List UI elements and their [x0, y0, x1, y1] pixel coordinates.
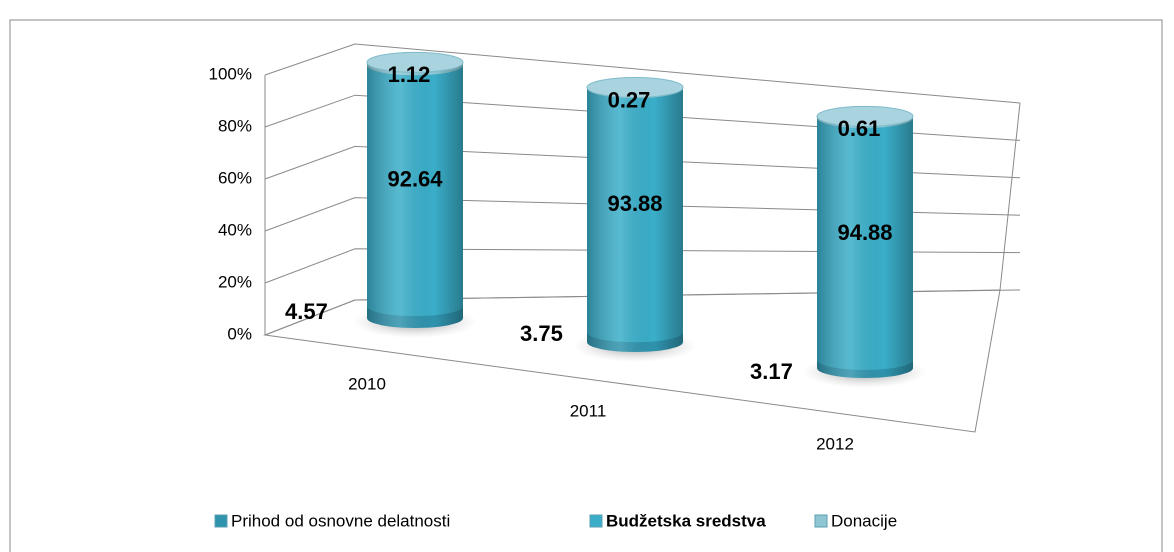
value-label: 92.64 — [387, 166, 443, 191]
x-tick-label: 2012 — [816, 434, 854, 453]
y-tick-label: 0% — [227, 324, 252, 343]
bar-segment — [586, 76, 684, 99]
cylinder-top — [816, 105, 914, 127]
legend-swatch — [214, 514, 228, 528]
value-label: 3.75 — [520, 321, 563, 346]
frame — [9, 19, 1163, 552]
cylinder-shade — [587, 88, 683, 343]
legend-swatch — [814, 514, 828, 528]
cylinder-top — [366, 51, 464, 73]
cylinder-shade — [817, 117, 913, 370]
value-label: 4.57 — [285, 299, 328, 324]
grid-line — [264, 145, 1021, 180]
y-tick-label: 100% — [209, 64, 252, 83]
wall-edge — [999, 102, 1021, 291]
y-tick-label: 80% — [218, 116, 252, 135]
legend-swatch — [589, 514, 603, 528]
legend-label: Prihod od osnovne delatnosti — [231, 511, 450, 530]
bar-segment — [817, 117, 913, 370]
grid-line — [264, 248, 1021, 284]
grid-line — [264, 94, 1021, 141]
value-label: 0.61 — [838, 116, 881, 141]
bar-segment — [816, 105, 914, 128]
bar-segment — [587, 88, 683, 343]
x-tick-label: 2011 — [570, 401, 607, 420]
x-tick-label: 2010 — [348, 374, 386, 393]
value-label: 1.12 — [388, 62, 431, 87]
legend-label: Budžetska sredstva — [606, 511, 766, 530]
value-label: 3.17 — [750, 359, 793, 384]
value-label: 93.88 — [607, 191, 662, 216]
value-label: 0.27 — [608, 87, 651, 112]
bar-segment — [367, 65, 464, 317]
cylinder-shade — [367, 65, 464, 317]
value-label: 94.88 — [837, 220, 892, 245]
grid-line — [264, 289, 1021, 336]
y-tick-label: 20% — [218, 272, 252, 291]
grid-line — [264, 43, 1021, 104]
legend-label: Donacije — [831, 511, 897, 530]
y-tick-label: 60% — [218, 168, 252, 187]
bar-segment — [366, 51, 464, 76]
grid-line — [264, 197, 1021, 232]
cylinder-top — [586, 76, 684, 98]
y-tick-label: 40% — [218, 220, 252, 239]
